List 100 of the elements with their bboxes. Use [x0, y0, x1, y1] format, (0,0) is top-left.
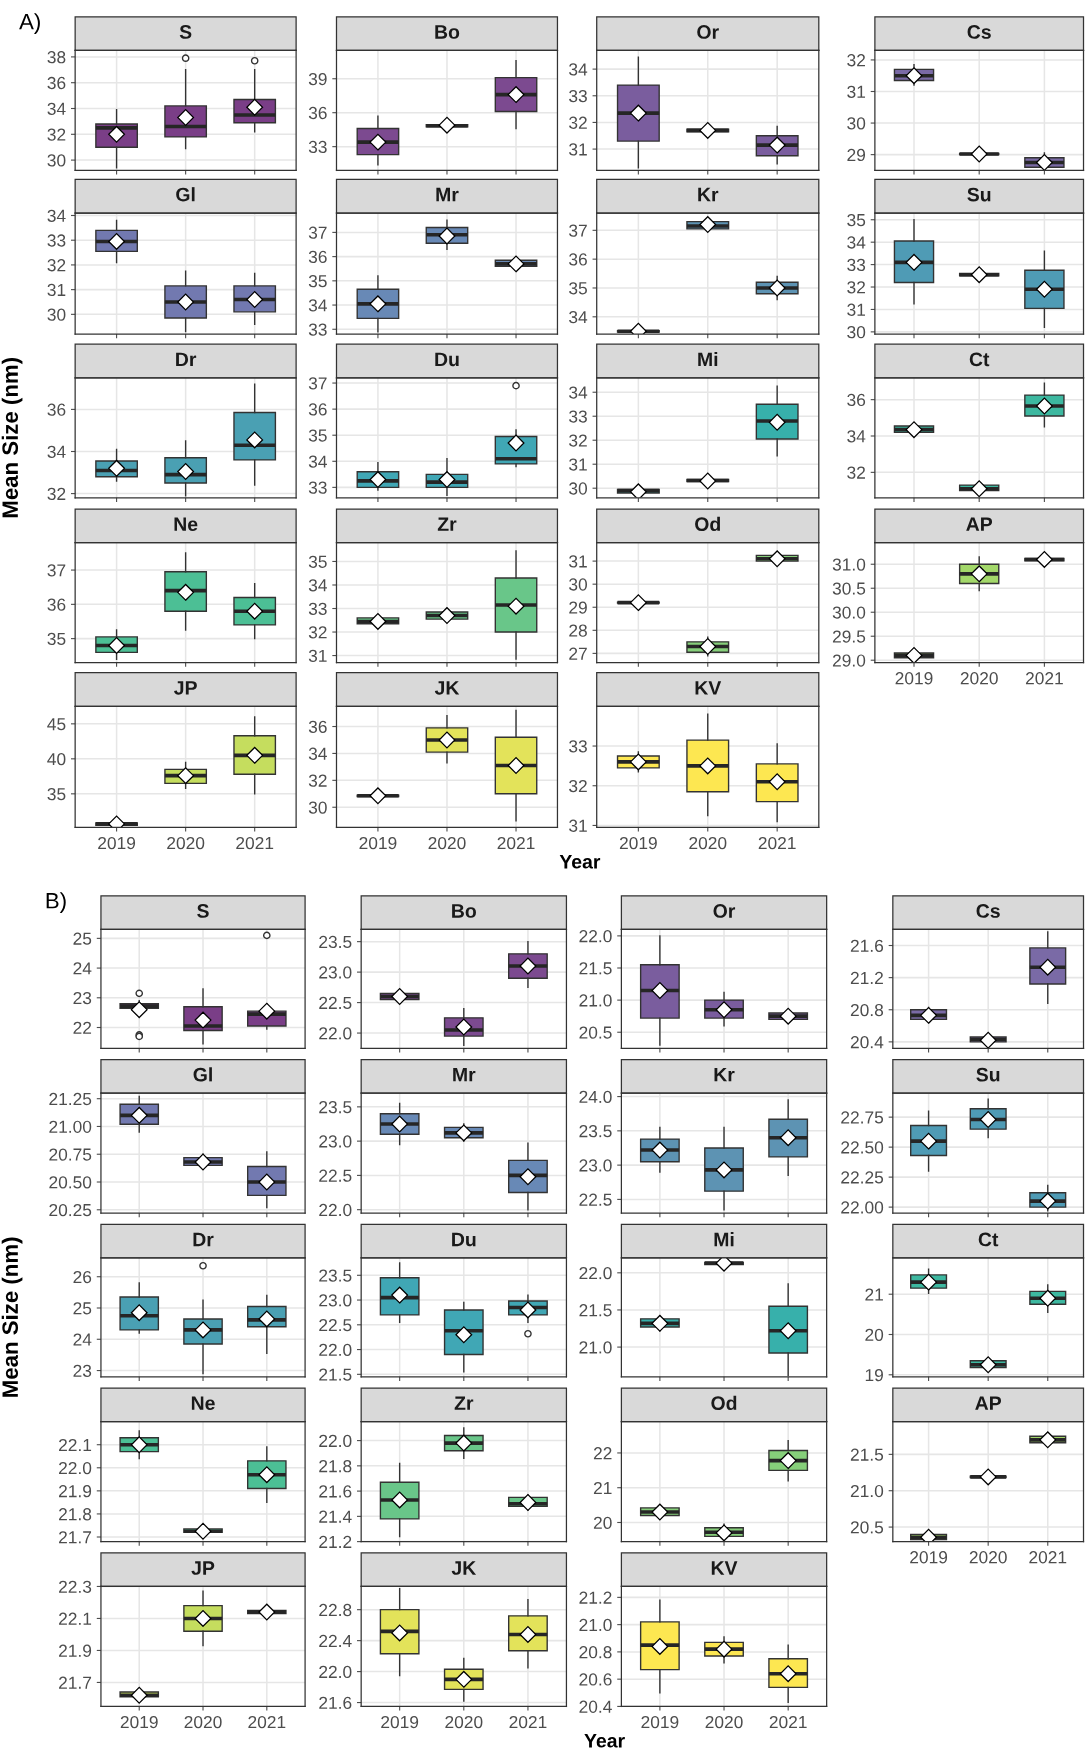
y-tick-label: 21.5: [319, 1368, 352, 1381]
y-tick-label: 31: [847, 85, 866, 98]
x-tick-label: 2021: [497, 836, 535, 850]
y-tick-label: 32: [569, 779, 587, 793]
y-tick-label: 22.4: [319, 1634, 352, 1647]
y-tick-label: 31: [569, 555, 587, 568]
y-tick-label: 30: [308, 801, 327, 814]
y-tick-label: 20.8: [579, 1646, 612, 1659]
chart-title: Kr: [714, 1067, 735, 1082]
y-tick-label: 21.6: [319, 1696, 352, 1710]
y-tick-label: 20.50: [49, 1176, 92, 1189]
y-tick-label: 21: [865, 1288, 883, 1301]
y-tick-label: 34: [308, 455, 327, 468]
y-tick-label: 30: [569, 482, 588, 495]
y-tick-label: 20: [865, 1328, 884, 1341]
y-tick-label: 31: [847, 303, 866, 316]
chart-title: Kr: [698, 187, 719, 202]
y-tick-label: 33: [47, 234, 66, 247]
chart-title: AP: [966, 517, 993, 531]
chart-title: Ct: [978, 1232, 999, 1247]
chart-title: Du: [452, 1232, 476, 1247]
x-tick-label: 2021: [1029, 1551, 1067, 1564]
y-tick-label: 23.0: [579, 1159, 612, 1172]
chart-title: S: [197, 904, 209, 918]
y-tick-label: 21.2: [850, 971, 883, 984]
y-tick-label: 36: [847, 393, 866, 407]
y-tick-label: 29.5: [832, 630, 866, 643]
y-tick-label: 20.4: [579, 1700, 612, 1713]
chart-title: KV: [695, 681, 722, 695]
y-tick-label: 34: [47, 209, 66, 222]
y-tick-label: 22.00: [841, 1201, 884, 1214]
y-tick-label: 22.1: [59, 1438, 92, 1452]
chart-title: Mr: [453, 1067, 476, 1082]
y-tick-label: 40: [47, 753, 66, 766]
y-tick-label: 31: [569, 458, 587, 471]
y-tick-label: 34: [47, 445, 66, 458]
x-tick-label: 2021: [758, 836, 796, 850]
y-tick-label: 21.4: [319, 1510, 352, 1523]
y-tick-label: 33: [569, 89, 587, 103]
x-axis-title: Year: [584, 1734, 625, 1748]
chart-title: Bo: [452, 904, 476, 918]
y-tick-label: 22.25: [841, 1171, 884, 1184]
y-tick-label: 28: [569, 624, 587, 637]
y-tick-label: 35: [47, 788, 66, 801]
y-tick-label: 21.5: [579, 962, 612, 975]
y-tick-label: 24: [73, 1333, 92, 1346]
y-tick-label: 21: [593, 1481, 612, 1495]
y-tick-label: 20.5: [850, 1521, 884, 1534]
x-tick-label: 2021: [236, 836, 274, 850]
x-axis-title: Year: [559, 855, 601, 869]
y-tick-label: 30.5: [832, 582, 866, 595]
chart-title: Mi: [698, 351, 718, 367]
y-tick-label: 23: [73, 991, 92, 1005]
y-tick-label: 20.5: [579, 1026, 612, 1039]
y-tick-label: 24.0: [579, 1090, 612, 1104]
y-tick-label: 35: [569, 282, 587, 295]
y-tick-label: 22.8: [319, 1603, 352, 1617]
y-tick-label: 35: [847, 213, 866, 227]
y-tick-label: 24: [73, 962, 92, 975]
y-tick-label: 31: [47, 283, 66, 297]
y-tick-label: 30: [47, 154, 66, 167]
y-tick-label: 32: [47, 259, 66, 272]
y-tick-label: 27: [569, 647, 587, 660]
chart-title: Bo: [435, 25, 460, 39]
y-tick-label: 34: [308, 299, 327, 312]
text: A): [19, 13, 40, 34]
y-tick-label: 22: [593, 1447, 612, 1460]
y-tick-label: 23: [73, 1364, 92, 1378]
y-tick-label: 22.5: [319, 996, 352, 1010]
y-tick-label: 23.5: [319, 1101, 352, 1114]
chart-title: Or: [697, 25, 719, 39]
y-tick-label: 36: [569, 253, 587, 266]
y-tick-label: 36: [47, 598, 66, 611]
y-tick-label: 45: [47, 718, 66, 731]
chart-title: Od: [711, 1395, 737, 1411]
text: B): [46, 892, 66, 913]
y-tick-label: 36: [308, 106, 327, 120]
chart-title: Mr: [436, 187, 459, 202]
chart-title: Cs: [976, 904, 1000, 918]
y-tick-label: 25: [73, 932, 92, 945]
y-tick-label: 20: [593, 1516, 612, 1529]
y-tick-label: 34: [308, 579, 327, 592]
x-tick-label: 2020: [960, 672, 998, 685]
chart-title: S: [179, 25, 192, 39]
chart-title: Su: [967, 187, 991, 202]
y-tick-label: 34: [569, 310, 588, 324]
x-tick-label: 2020: [428, 836, 466, 850]
chart-title: Od: [695, 516, 720, 532]
y-tick-label: 29.0: [832, 654, 866, 667]
y-tick-label: 22.0: [319, 1027, 352, 1040]
y-tick-label: 30: [47, 308, 66, 321]
y-tick-label: 31: [308, 649, 327, 663]
chart-title: Zr: [454, 1396, 474, 1410]
y-tick-label: 30: [569, 578, 588, 591]
chart-title: Zr: [437, 517, 457, 531]
y-tick-label: 29: [847, 148, 866, 162]
y-tick-label: 33: [308, 602, 327, 615]
y-tick-label: 22: [73, 1021, 92, 1034]
y-tick-label: 23.0: [319, 966, 352, 979]
y-tick-label: 22.0: [319, 1665, 352, 1679]
